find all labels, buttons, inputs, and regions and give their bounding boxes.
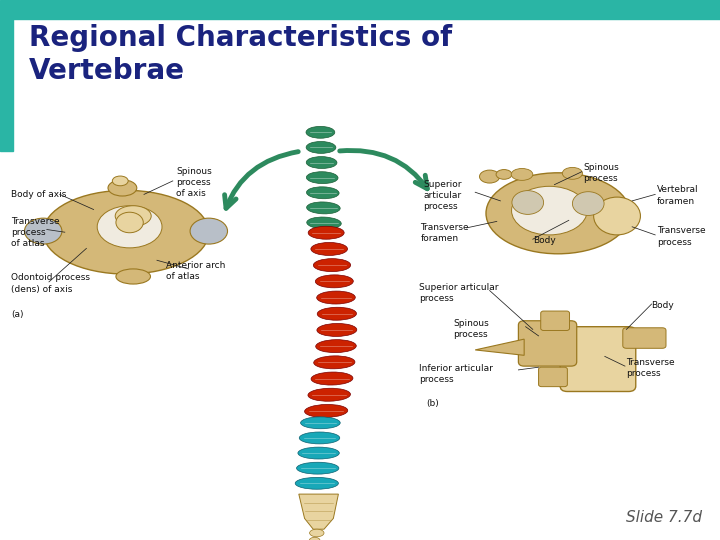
Text: Transverse
process: Transverse process xyxy=(657,226,706,247)
Ellipse shape xyxy=(310,529,324,537)
Text: Odontoid process
(dens) of axis: Odontoid process (dens) of axis xyxy=(11,273,90,294)
Text: Vertebrae: Vertebrae xyxy=(29,57,185,85)
Ellipse shape xyxy=(115,206,151,226)
Bar xyxy=(0,19,13,151)
Ellipse shape xyxy=(313,259,351,272)
Ellipse shape xyxy=(112,176,128,186)
Text: Regional Characteristics of: Regional Characteristics of xyxy=(29,24,452,52)
Text: Transverse
process
of atlas: Transverse process of atlas xyxy=(11,217,60,248)
Text: Body: Body xyxy=(652,301,675,309)
FancyBboxPatch shape xyxy=(541,311,570,330)
Ellipse shape xyxy=(307,172,338,184)
Ellipse shape xyxy=(190,218,228,244)
Text: Vertebral
foramen: Vertebral foramen xyxy=(657,185,698,206)
Text: Body of axis: Body of axis xyxy=(11,190,66,199)
Text: Spinous
process: Spinous process xyxy=(454,319,490,340)
Ellipse shape xyxy=(97,206,162,248)
Ellipse shape xyxy=(511,186,588,235)
Ellipse shape xyxy=(306,157,337,168)
Text: (b): (b) xyxy=(426,400,439,408)
Ellipse shape xyxy=(308,388,351,401)
Ellipse shape xyxy=(486,173,630,254)
Ellipse shape xyxy=(317,323,357,336)
Text: Body: Body xyxy=(533,236,556,245)
Ellipse shape xyxy=(306,141,336,153)
Ellipse shape xyxy=(116,269,150,284)
Text: Slide 7.7d: Slide 7.7d xyxy=(626,510,702,525)
FancyBboxPatch shape xyxy=(623,328,666,348)
FancyBboxPatch shape xyxy=(539,367,567,387)
Text: Superior
articular
process: Superior articular process xyxy=(423,180,462,211)
Text: Inferior articular
process: Inferior articular process xyxy=(419,363,493,384)
Circle shape xyxy=(572,192,604,215)
Ellipse shape xyxy=(307,217,341,229)
Text: Transverse
process: Transverse process xyxy=(626,358,675,379)
Ellipse shape xyxy=(511,168,533,180)
Text: Spinous
process
of axis: Spinous process of axis xyxy=(176,167,212,198)
Ellipse shape xyxy=(307,187,339,199)
Ellipse shape xyxy=(311,242,348,255)
Text: Transverse
foramen: Transverse foramen xyxy=(420,223,469,244)
Text: Spinous
process: Spinous process xyxy=(583,163,619,183)
Polygon shape xyxy=(299,494,338,529)
Ellipse shape xyxy=(297,462,339,474)
Ellipse shape xyxy=(317,291,355,304)
Ellipse shape xyxy=(311,372,353,385)
Ellipse shape xyxy=(318,307,356,320)
Bar xyxy=(0,0,720,19)
Ellipse shape xyxy=(562,167,582,179)
Text: (a): (a) xyxy=(11,310,23,319)
Ellipse shape xyxy=(308,226,344,239)
Ellipse shape xyxy=(306,126,335,138)
Ellipse shape xyxy=(310,537,320,540)
Ellipse shape xyxy=(593,197,641,235)
Ellipse shape xyxy=(305,404,348,417)
Ellipse shape xyxy=(298,447,339,459)
Text: Superior articular
process: Superior articular process xyxy=(419,282,498,303)
FancyBboxPatch shape xyxy=(518,321,577,366)
FancyBboxPatch shape xyxy=(560,327,636,392)
Ellipse shape xyxy=(116,212,143,233)
Ellipse shape xyxy=(315,340,356,353)
Ellipse shape xyxy=(43,191,209,274)
Ellipse shape xyxy=(295,477,338,489)
Ellipse shape xyxy=(496,170,512,179)
Ellipse shape xyxy=(24,218,62,244)
Circle shape xyxy=(512,191,544,214)
Ellipse shape xyxy=(108,180,137,196)
Ellipse shape xyxy=(300,432,340,444)
Ellipse shape xyxy=(314,356,355,369)
Ellipse shape xyxy=(301,417,340,429)
Ellipse shape xyxy=(480,170,500,183)
Ellipse shape xyxy=(307,202,340,214)
Ellipse shape xyxy=(315,275,354,288)
Text: Anterior arch
of atlas: Anterior arch of atlas xyxy=(166,261,225,281)
Polygon shape xyxy=(475,339,524,355)
